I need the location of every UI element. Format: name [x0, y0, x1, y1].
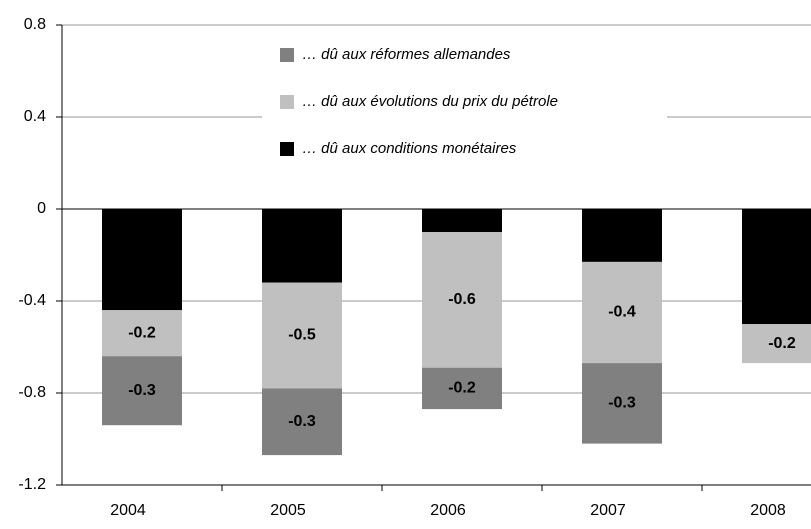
bar-segment	[582, 261, 662, 364]
y-tick-label: -0.8	[18, 384, 46, 401]
value-label: -0.2	[448, 380, 476, 397]
bar-segment	[102, 356, 182, 426]
value-label: -0.3	[288, 237, 316, 254]
value-label: -0.3	[608, 395, 636, 412]
value-label: -0.2	[768, 335, 796, 352]
bar-segment	[582, 209, 662, 262]
legend-swatch	[280, 48, 294, 62]
x-tick-label: 2007	[590, 502, 626, 519]
bar-segment	[422, 209, 502, 232]
value-label: -0.3	[128, 382, 156, 399]
bar-segment	[742, 324, 811, 364]
value-label: -0.4	[608, 304, 636, 321]
x-tick-label: 2005	[270, 502, 306, 519]
value-label: -0.6	[448, 291, 476, 308]
y-tick-label: -0.4	[18, 292, 46, 309]
legend-box	[262, 32, 667, 172]
bar-segment	[262, 388, 342, 456]
value-label: -0.2	[128, 324, 156, 341]
x-tick-label: 2006	[430, 502, 466, 519]
bar-segment	[262, 282, 342, 389]
y-tick-label: 0.4	[24, 108, 46, 125]
legend-swatch	[280, 95, 294, 109]
y-tick-label: 0.8	[24, 16, 46, 33]
bar-segment	[102, 209, 182, 311]
x-tick-label: 2004	[110, 502, 146, 519]
x-tick-label: 2008	[750, 502, 786, 519]
bar-segment	[102, 310, 182, 357]
value-label: -0.1	[448, 212, 476, 229]
bar-segment	[422, 367, 502, 410]
legend-label: … dû aux réformes allemandes	[302, 46, 511, 63]
bar-segment	[262, 209, 342, 283]
legend-swatch	[280, 142, 294, 156]
value-label: -0.2	[608, 227, 636, 244]
y-tick-label: -1.2	[18, 476, 46, 493]
value-label: -0.5	[288, 327, 316, 344]
y-tick-label: 0	[37, 200, 46, 217]
value-label: -0.5	[768, 258, 796, 275]
legend-label: … dû aux évolutions du prix du pétrole	[302, 93, 558, 110]
legend-label: … dû aux conditions monétaires	[302, 140, 517, 157]
value-label: -0.4	[128, 251, 156, 268]
bar-segment	[742, 209, 811, 324]
bar-segment	[422, 232, 502, 368]
value-label: -0.3	[288, 413, 316, 430]
bar-segment	[582, 363, 662, 444]
